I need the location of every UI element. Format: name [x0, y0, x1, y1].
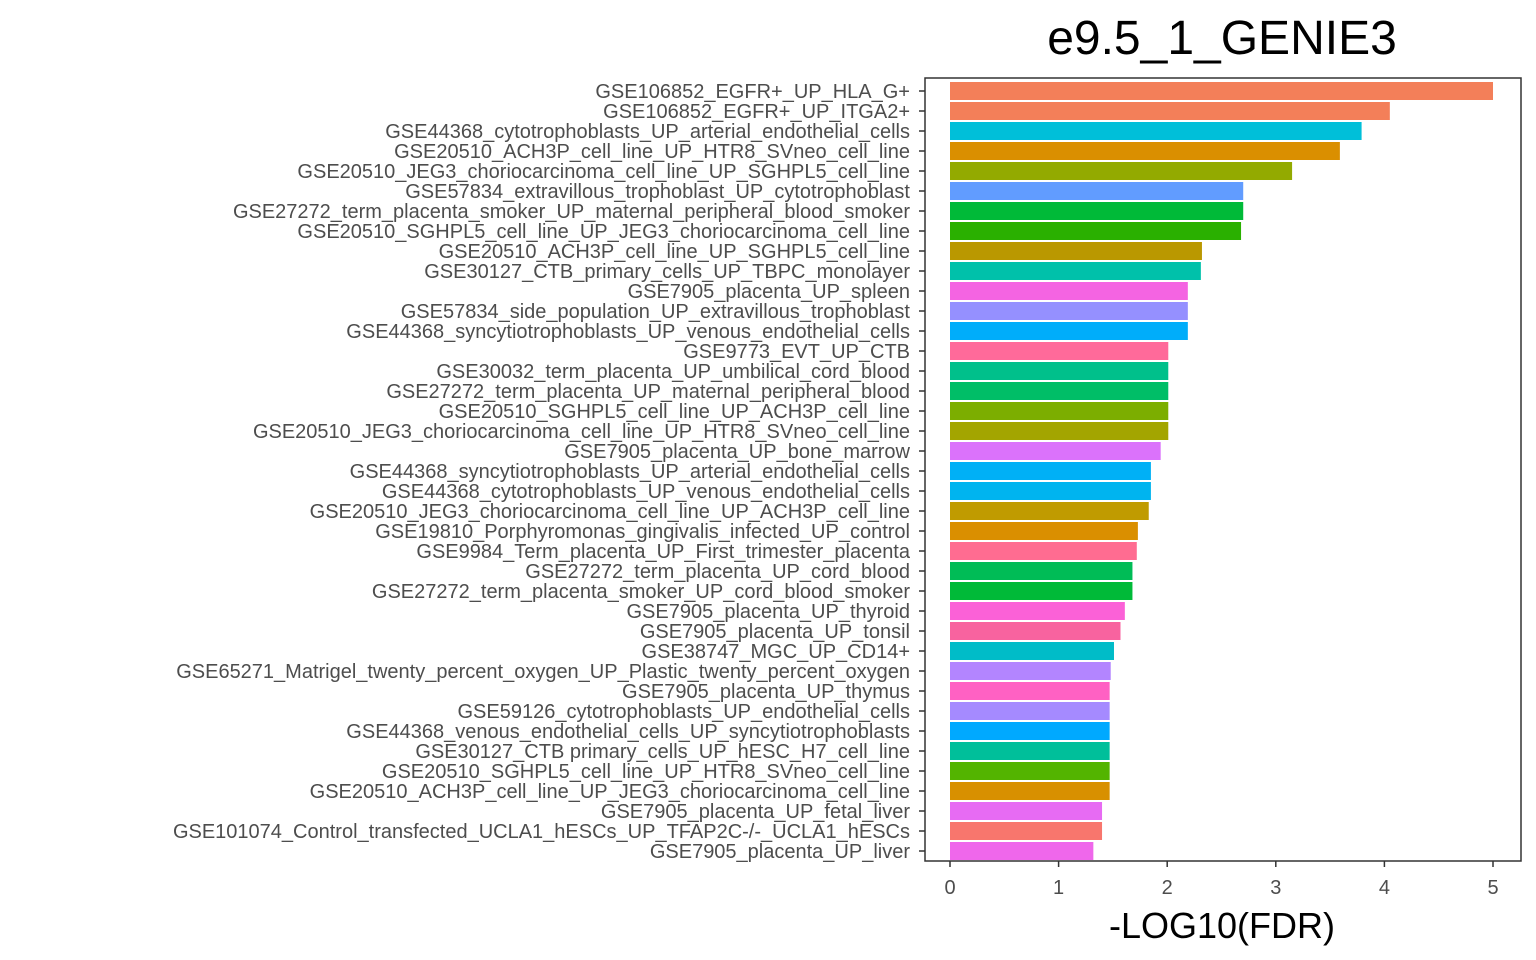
- bar: [950, 442, 1161, 460]
- category-label: GSE65271_Matrigel_twenty_percent_oxygen_…: [176, 661, 910, 683]
- category-label: GSE7905_placenta_UP_fetal_liver: [601, 801, 910, 823]
- bar: [950, 202, 1244, 220]
- bar: [950, 142, 1340, 160]
- bar: [950, 162, 1293, 180]
- bar: [950, 482, 1151, 500]
- bar: [950, 322, 1188, 340]
- category-label: GSE20510_ACH3P_cell_line_UP_SGHPL5_cell_…: [439, 241, 910, 263]
- bar: [950, 362, 1169, 380]
- bar: [950, 822, 1103, 840]
- category-label: GSE30127_CTB primary_cells_UP_hESC_H7_ce…: [415, 741, 910, 763]
- category-label: GSE7905_placenta_UP_spleen: [628, 281, 910, 303]
- category-label: GSE20510_JEG3_choriocarcinoma_cell_line_…: [297, 161, 910, 183]
- bar: [950, 122, 1362, 140]
- category-label: GSE20510_SGHPL5_cell_line_UP_ACH3P_cell_…: [439, 401, 910, 423]
- category-label: GSE20510_SGHPL5_cell_line_UP_JEG3_chorio…: [297, 221, 910, 243]
- category-label: GSE57834_side_population_UP_extravillous…: [401, 301, 911, 323]
- bar: [950, 622, 1121, 640]
- category-label: GSE27272_term_placenta_UP_cord_blood: [525, 561, 910, 583]
- category-label: GSE19810_Porphyromonas_gingivalis_infect…: [375, 521, 910, 543]
- bar: [950, 402, 1169, 420]
- bar: [950, 282, 1188, 300]
- x-axis-title: -LOG10(FDR): [1109, 905, 1335, 946]
- bar: [950, 262, 1201, 280]
- category-label: GSE44368_cytotrophoblasts_UP_arterial_en…: [385, 121, 910, 143]
- category-label: GSE44368_venous_endothelial_cells_UP_syn…: [346, 721, 910, 743]
- bar: [950, 702, 1110, 720]
- bar: [950, 782, 1110, 800]
- category-label: GSE106852_EGFR+_UP_HLA_G+: [595, 81, 910, 103]
- bar: [950, 382, 1169, 400]
- bar: [950, 742, 1110, 760]
- bars-group: [950, 82, 1493, 860]
- bar: [950, 182, 1244, 200]
- category-label: GSE101074_Control_transfected_UCLA1_hESC…: [173, 821, 910, 843]
- category-label: GSE59126_cytotrophoblasts_UP_endothelial…: [457, 701, 910, 723]
- bar: [950, 762, 1110, 780]
- category-label: GSE44368_syncytiotrophoblasts_UP_arteria…: [350, 461, 910, 483]
- category-label: GSE20510_JEG3_choriocarcinoma_cell_line_…: [310, 501, 910, 523]
- category-label: GSE9773_EVT_UP_CTB: [683, 341, 910, 363]
- category-label: GSE57834_extravillous_trophoblast_UP_cyt…: [405, 181, 910, 203]
- bar: [950, 662, 1111, 680]
- bar: [950, 502, 1149, 520]
- category-label: GSE20510_ACH3P_cell_line_UP_JEG3_chorioc…: [310, 781, 910, 803]
- category-label: GSE27272_term_placenta_smoker_UP_cord_bl…: [372, 581, 910, 603]
- bar: [950, 802, 1103, 820]
- bar: [950, 302, 1188, 320]
- category-label: GSE7905_placenta_UP_thyroid: [626, 601, 910, 623]
- x-tick-label: 3: [1270, 877, 1281, 899]
- bar: [950, 422, 1169, 440]
- category-label: GSE106852_EGFR+_UP_ITGA2+: [603, 101, 910, 123]
- category-label: GSE44368_cytotrophoblasts_UP_venous_endo…: [382, 481, 910, 503]
- x-tick-label: 5: [1487, 877, 1498, 899]
- category-label: GSE20510_JEG3_choriocarcinoma_cell_line_…: [253, 421, 910, 443]
- category-label: GSE9984_Term_placenta_UP_First_trimester…: [416, 541, 910, 563]
- bar: [950, 242, 1202, 260]
- bar: [950, 642, 1114, 660]
- category-label: GSE30032_term_placenta_UP_umbilical_cord…: [436, 361, 910, 383]
- bar: [950, 602, 1125, 620]
- chart-title: e9.5_1_GENIE3: [1047, 12, 1397, 65]
- category-label: GSE7905_placenta_UP_tonsil: [640, 621, 910, 643]
- plot-panel: [924, 77, 1522, 862]
- category-label: GSE7905_placenta_UP_liver: [650, 841, 911, 863]
- bar: [950, 342, 1169, 360]
- bar: [950, 82, 1493, 100]
- category-label: GSE38747_MGC_UP_CD14+: [642, 641, 910, 663]
- x-tick-label: 4: [1379, 877, 1390, 899]
- x-axis: 0 1 2 3 4 5: [944, 861, 1499, 899]
- category-label: GSE27272_term_placenta_UP_maternal_perip…: [386, 381, 910, 403]
- category-label: GSE20510_SGHPL5_cell_line_UP_HTR8_SVneo_…: [382, 761, 910, 783]
- bar: [950, 522, 1138, 540]
- bar: [950, 842, 1094, 860]
- category-label: GSE30127_CTB_primary_cells_UP_TBPC_monol…: [424, 261, 910, 283]
- bar: [950, 542, 1137, 560]
- bar: [950, 682, 1110, 700]
- bar: [950, 582, 1133, 600]
- bar: [950, 462, 1151, 480]
- category-label: GSE44368_syncytiotrophoblasts_UP_venous_…: [346, 321, 910, 343]
- x-tick-label: 1: [1053, 877, 1064, 899]
- category-label: GSE27272_term_placenta_smoker_UP_materna…: [233, 201, 910, 223]
- x-tick-label: 2: [1162, 877, 1173, 899]
- category-label: GSE7905_placenta_UP_thymus: [622, 681, 910, 703]
- category-label: GSE7905_placenta_UP_bone_marrow: [564, 441, 910, 463]
- bar: [950, 222, 1242, 240]
- bar: [950, 722, 1110, 740]
- category-label: GSE20510_ACH3P_cell_line_UP_HTR8_SVneo_c…: [394, 141, 910, 163]
- x-tick-label: 0: [944, 877, 955, 899]
- bar: [950, 562, 1133, 580]
- bar: [950, 102, 1390, 120]
- category-labels-group: GSE106852_EGFR+_UP_HLA_G+GSE106852_EGFR+…: [173, 81, 925, 863]
